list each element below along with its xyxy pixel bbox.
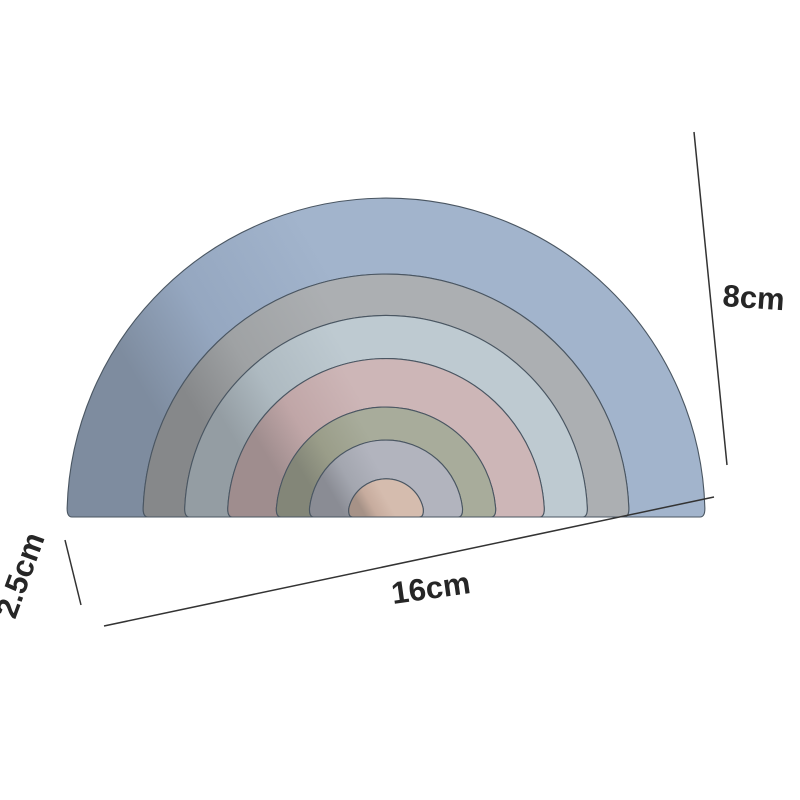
svg-text:16cm: 16cm xyxy=(389,565,472,611)
svg-text:8cm: 8cm xyxy=(722,278,786,317)
svg-text:2.5cm: 2.5cm xyxy=(0,528,52,623)
